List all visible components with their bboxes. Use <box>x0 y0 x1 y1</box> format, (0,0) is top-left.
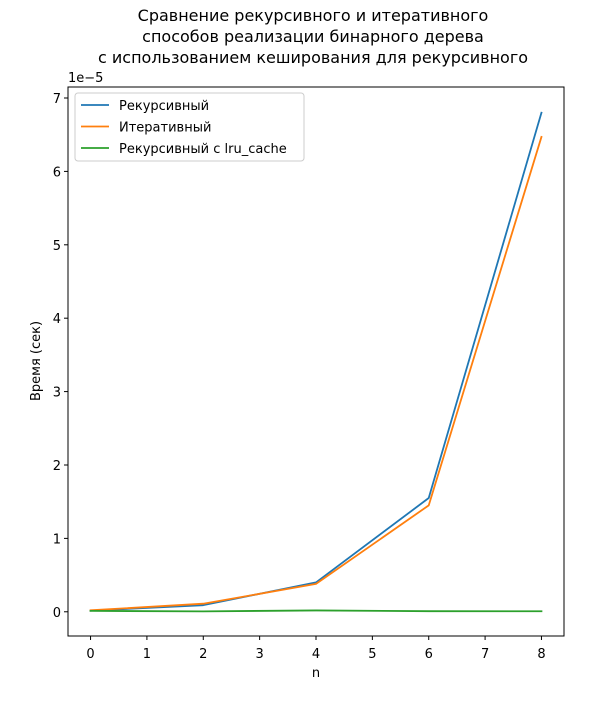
y-tick-label: 3 <box>53 386 61 401</box>
series-line-1 <box>89 111 543 612</box>
x-tick-label: 0 <box>86 647 94 662</box>
legend-box <box>74 92 305 162</box>
x-tick-label: 4 <box>312 647 320 662</box>
plot-area <box>68 87 564 636</box>
x-tick-label: 1 <box>143 647 151 662</box>
series-line-3 <box>89 609 543 613</box>
x-tick-label: 5 <box>368 647 376 662</box>
y-axis-offset-label: 1e−5 <box>68 71 103 86</box>
x-tick-label: 8 <box>537 647 545 662</box>
plot-frame <box>67 86 565 637</box>
chart-title-line-3: с использованием кеширования для рекурси… <box>98 48 528 67</box>
legend-label-1: Рекурсивный <box>119 99 209 114</box>
series-lines <box>89 111 543 613</box>
y-tick-label: 0 <box>53 606 61 621</box>
y-tick-label: 4 <box>53 312 61 327</box>
legend: Рекурсивный Итеративный Рекурсивный с lru_… <box>74 92 305 162</box>
y-tick-label: 6 <box>53 165 61 180</box>
y-axis-label: Время (сек) <box>29 321 44 401</box>
series-line-2 <box>89 135 543 612</box>
legend-label-2: Итеративный <box>119 121 211 136</box>
y-tick-label: 7 <box>53 92 61 107</box>
x-tick-label: 6 <box>425 647 433 662</box>
x-tick-label: 2 <box>199 647 207 662</box>
y-tick-label: 1 <box>53 532 61 547</box>
x-axis-label: n <box>312 666 320 681</box>
chart-title-line-1: Сравнение рекурсивного и итеративного <box>138 6 489 25</box>
x-axis-ticks: 0 1 2 3 4 5 6 7 8 <box>86 636 546 662</box>
chart-title-line-2: способов реализации бинарного дерева <box>142 27 484 46</box>
x-tick-label: 7 <box>481 647 489 662</box>
y-axis-ticks: 0 1 2 3 4 5 6 7 <box>53 92 68 621</box>
y-tick-label: 5 <box>53 239 61 254</box>
x-tick-label: 3 <box>255 647 263 662</box>
chart-title: Сравнение рекурсивного и итеративного сп… <box>98 6 528 67</box>
legend-label-3: Рекурсивный с lru_cache <box>119 142 287 157</box>
y-tick-label: 2 <box>53 459 61 474</box>
